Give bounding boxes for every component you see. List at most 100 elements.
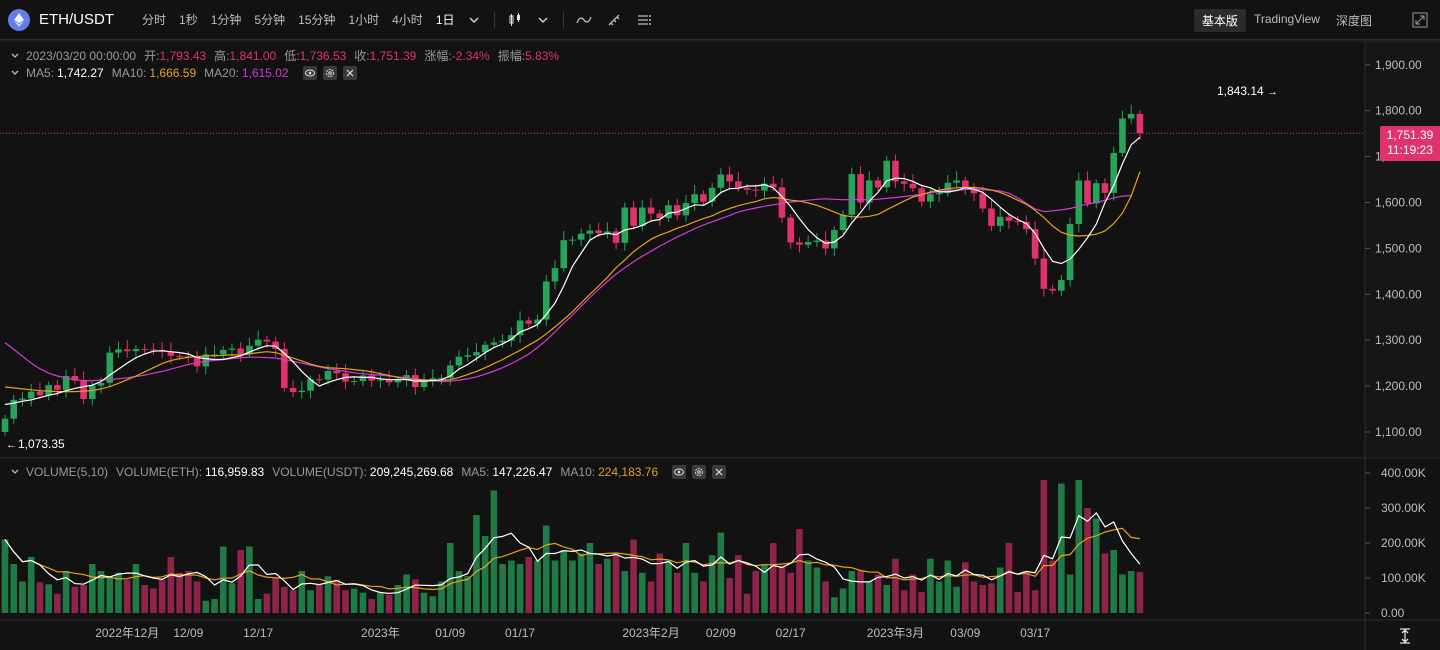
candle-body — [778, 187, 786, 218]
volume-ma10-value: 224,183.76 — [598, 465, 659, 479]
volume-eth-value: 116,959.83 — [205, 465, 265, 479]
volume-bar — [211, 599, 218, 613]
change-label: 涨幅: — [424, 49, 452, 63]
close-icon[interactable] — [712, 465, 727, 479]
volume-bar — [132, 564, 140, 613]
candle-body — [237, 348, 245, 354]
volume-bar — [36, 582, 44, 613]
volume-bar — [769, 543, 777, 613]
collapse-chevron-icon[interactable] — [10, 467, 20, 477]
eye-icon[interactable] — [672, 465, 687, 479]
volume-bar — [673, 572, 681, 613]
chart-grid — [0, 40, 1440, 650]
volume-bar — [254, 599, 262, 613]
candle-body — [1005, 216, 1013, 221]
time-tick-label: 01/17 — [505, 626, 535, 640]
candle-body — [123, 349, 131, 352]
settings-list-icon[interactable] — [636, 12, 652, 28]
eye-icon[interactable] — [302, 66, 317, 80]
candle-body — [525, 320, 533, 324]
ma5-label: MA5: — [26, 66, 55, 80]
view-basic-tab[interactable]: 基本版 — [1193, 9, 1246, 32]
gear-icon[interactable] — [692, 465, 707, 479]
candle-body — [1023, 221, 1030, 230]
volume-ma5-value: 147,226.47 — [492, 465, 553, 479]
volume-bar — [560, 550, 568, 613]
chevron-down-icon[interactable] — [468, 14, 480, 26]
volume-bar — [700, 581, 707, 613]
candle-body — [673, 205, 681, 216]
volume-bar — [71, 586, 79, 613]
candle-body — [726, 174, 733, 182]
candle-body — [761, 183, 768, 191]
volume-bar — [185, 571, 192, 613]
interval-tab[interactable]: 1分钟 — [210, 13, 242, 27]
candle-body — [1092, 183, 1100, 204]
interval-tab[interactable]: 4小时 — [392, 13, 423, 27]
drawing-tool-icon[interactable] — [606, 12, 622, 28]
fullscreen-icon[interactable] — [1412, 12, 1428, 28]
volume-bar — [97, 571, 105, 613]
collapse-chevron-icon[interactable] — [10, 68, 20, 78]
volume-bar — [1014, 592, 1021, 613]
candle-body — [202, 354, 210, 367]
candle-body — [281, 348, 288, 388]
interval-tab[interactable]: 5分钟 — [254, 13, 286, 27]
axis-scale-icon[interactable] — [1398, 628, 1412, 644]
interval-tab[interactable]: 1小时 — [348, 13, 380, 27]
gear-icon[interactable] — [322, 66, 337, 80]
candle-body — [377, 379, 384, 381]
interval-tab[interactable]: 1秒 — [179, 13, 198, 27]
candle-body — [167, 351, 175, 356]
interval-tab-active[interactable]: 1日 — [435, 13, 455, 27]
candle-body — [272, 341, 279, 349]
countdown: 11:19:23 — [1387, 143, 1433, 157]
candle-body — [717, 174, 725, 188]
time-tick-label: 02/17 — [776, 626, 806, 640]
candle-body — [150, 349, 157, 351]
volume-bar — [1075, 480, 1083, 613]
interval-tab[interactable]: 15分钟 — [298, 13, 336, 27]
candle-body — [586, 230, 594, 234]
close-value: 1,751.39 — [369, 48, 417, 63]
close-icon[interactable] — [342, 66, 357, 80]
view-tradingview-tab[interactable]: TradingView — [1253, 12, 1320, 26]
pair-selector[interactable]: ETH/USDT — [8, 8, 114, 31]
volume-bar — [577, 553, 585, 613]
ma-legend: MA5: 1,742.27 MA10: 1,666.59 MA20: 1,615… — [10, 66, 357, 80]
candle-body — [865, 180, 873, 203]
candle-body — [630, 207, 637, 226]
candle-body — [307, 379, 314, 391]
candle-body — [342, 373, 349, 382]
volume-bar — [394, 585, 402, 613]
volume-bar — [429, 596, 437, 613]
candle-body — [691, 194, 698, 203]
amplitude-value: 5.83% — [525, 48, 560, 63]
ohlc-date: 2023/03/20 00:00:00 — [26, 48, 137, 63]
price-tick-label: 1,800.00 — [1375, 104, 1422, 118]
candle-body — [315, 379, 323, 381]
candle-body — [700, 194, 707, 202]
chevron-down-icon[interactable] — [537, 14, 549, 26]
volume-bar — [569, 560, 576, 613]
volume-bar — [45, 584, 52, 613]
interval-tab[interactable]: 分时 — [142, 13, 167, 27]
candle-body — [604, 231, 611, 234]
candle-body — [1014, 220, 1021, 222]
volume-bar — [1031, 590, 1039, 613]
volume-ma10-label: MA10: — [560, 465, 596, 479]
low-value: 1,736.53 — [299, 48, 347, 63]
volume-bar — [359, 592, 367, 613]
volume-bar — [665, 560, 672, 613]
collapse-chevron-icon[interactable] — [10, 51, 20, 61]
volume-bar — [787, 572, 794, 613]
candle-type-icon[interactable] — [507, 12, 523, 28]
indicator-icon[interactable] — [575, 12, 592, 28]
volume-bar — [996, 567, 1004, 613]
candle-body — [656, 213, 664, 219]
candle-body — [481, 344, 489, 353]
candle-body — [848, 174, 856, 215]
chart-axes: 1,100.00 1,200.00 1,300.00 1,400.00 1,500.00… — [95, 58, 1426, 640]
view-depth-tab[interactable]: 深度图 — [1335, 14, 1372, 28]
